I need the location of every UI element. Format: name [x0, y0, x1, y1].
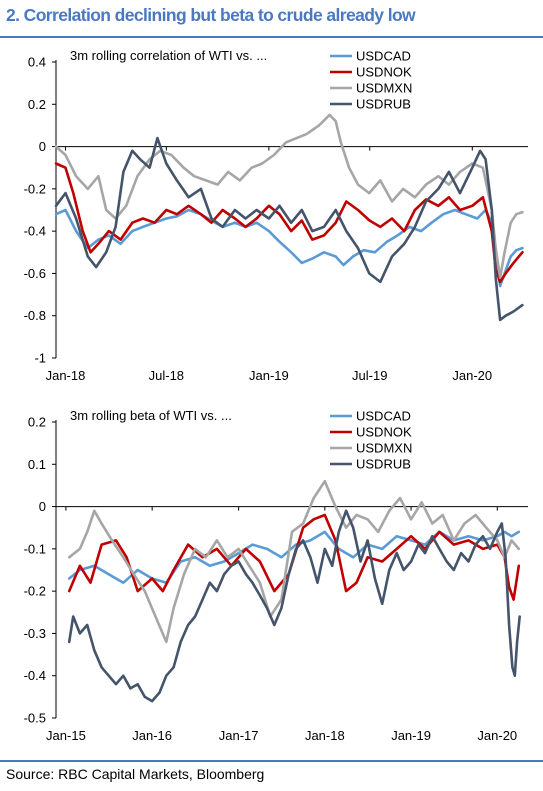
- y-tick-label: -0.6: [24, 266, 46, 281]
- page-title: 2. Correlation declining but beta to cru…: [6, 5, 416, 25]
- y-tick-label: 0.4: [28, 55, 46, 70]
- chart-title: 3m rolling beta of WTI vs. ...: [70, 408, 232, 423]
- legend-label-usdcad: USDCAD: [356, 49, 411, 64]
- x-tick-label: Jan-20: [477, 728, 517, 743]
- source-rule: [0, 760, 543, 762]
- y-tick-label: -0.4: [24, 224, 46, 239]
- title-rule: [0, 36, 543, 38]
- series-line-usdcad: [54, 208, 524, 288]
- x-tick-label: Jan-19: [249, 368, 289, 383]
- y-tick-label: 0: [39, 139, 46, 154]
- x-tick-label: Jan-18: [305, 728, 345, 743]
- legend-label-usdrub: USDRUB: [356, 97, 411, 112]
- y-tick-label: 0: [39, 499, 46, 514]
- x-tick-label: Jan-15: [46, 728, 86, 743]
- x-tick-label: Jul-18: [149, 368, 184, 383]
- source-note: Source: RBC Capital Markets, Bloomberg: [6, 766, 265, 782]
- y-tick-label: 0.2: [28, 415, 46, 430]
- y-tick-label: -0.8: [24, 308, 46, 323]
- legend-label-usdmxn: USDMXN: [356, 441, 412, 456]
- chart-title: 3m rolling correlation of WTI vs. ...: [70, 48, 267, 63]
- legend-label-usdmxn: USDMXN: [356, 81, 412, 96]
- legend-label-usdrub: USDRUB: [356, 457, 411, 472]
- x-tick-label: Jan-18: [46, 368, 86, 383]
- legend-label-usdcad: USDCAD: [356, 409, 411, 424]
- y-tick-label: -0.2: [24, 181, 46, 196]
- x-tick-label: Jan-19: [391, 728, 431, 743]
- y-tick-label: 0.1: [28, 457, 46, 472]
- series-line-usdmxn: [67, 479, 521, 644]
- series-line-usdrub: [54, 136, 524, 322]
- series-line-usdrub: [67, 509, 521, 703]
- x-tick-label: Jan-20: [452, 368, 492, 383]
- legend-label-usdnok: USDNOK: [356, 425, 412, 440]
- x-tick-label: Jan-17: [219, 728, 259, 743]
- y-tick-label: 0.2: [28, 97, 46, 112]
- series-line-usdnok: [67, 513, 521, 601]
- y-tick-label: -1: [34, 351, 46, 366]
- y-tick-label: -0.5: [24, 711, 46, 726]
- series-line-usdnok: [54, 162, 524, 284]
- x-tick-label: Jul-19: [352, 368, 387, 383]
- y-tick-label: -0.1: [24, 541, 46, 556]
- y-tick-label: -0.4: [24, 668, 46, 683]
- y-tick-label: -0.2: [24, 584, 46, 599]
- y-tick-label: -0.3: [24, 626, 46, 641]
- series-line-usdmxn: [54, 113, 524, 279]
- x-tick-label: Jan-16: [132, 728, 172, 743]
- legend-label-usdnok: USDNOK: [356, 65, 412, 80]
